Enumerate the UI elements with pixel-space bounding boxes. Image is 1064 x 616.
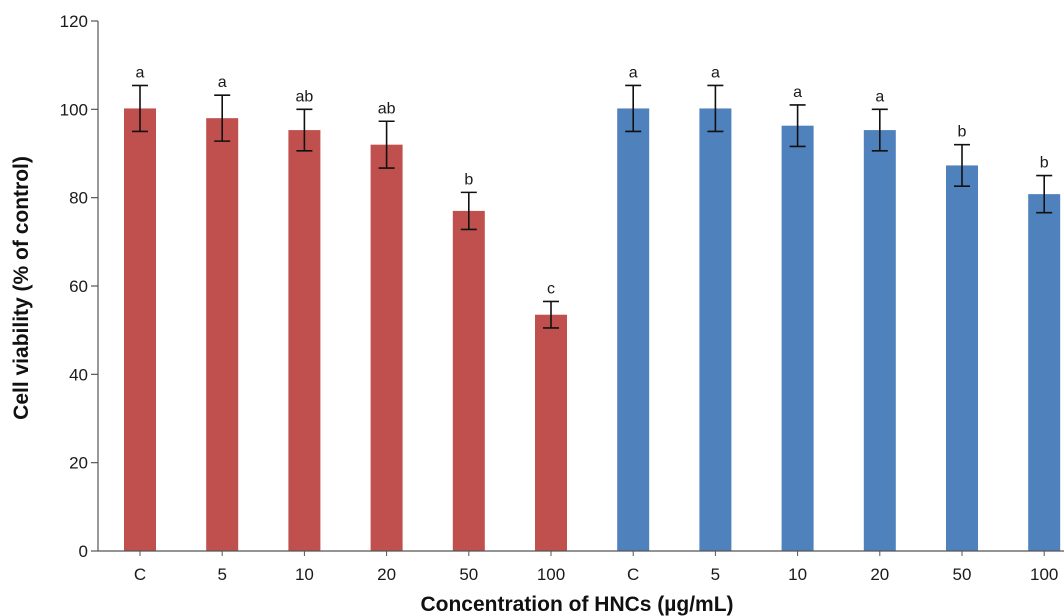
x-tick-label: 50 xyxy=(459,565,478,584)
significance-letter: a xyxy=(793,84,802,101)
bar xyxy=(370,144,403,551)
bar xyxy=(863,130,896,551)
bar xyxy=(946,165,978,552)
bar xyxy=(781,125,814,552)
bar xyxy=(617,108,650,551)
significance-letter: ab xyxy=(296,88,314,105)
significance-letter: a xyxy=(711,64,720,81)
bar xyxy=(124,108,156,551)
x-tick-label: C xyxy=(627,565,639,584)
y-tick-label: 100 xyxy=(60,100,88,119)
significance-letter: c xyxy=(547,280,555,297)
y-tick-label: 0 xyxy=(79,542,88,561)
significance-letter: ab xyxy=(378,100,396,117)
y-tick-label: 80 xyxy=(69,189,88,208)
bar xyxy=(288,130,321,551)
significance-letter: a xyxy=(218,74,227,91)
significance-letter: a xyxy=(875,88,884,105)
y-axis-title: Cell viability (% of control) xyxy=(10,156,33,420)
bar xyxy=(699,108,732,551)
x-tick-label: 20 xyxy=(870,565,889,584)
bar xyxy=(535,314,567,551)
x-tick-label: 5 xyxy=(217,565,226,584)
y-axis: 0 20 40 60 80 100 120 xyxy=(60,12,99,561)
significance-letter: b xyxy=(464,171,473,188)
significance-letter: a xyxy=(136,64,145,81)
x-axis-title: Concentration of HNCs (µg/mL) xyxy=(420,593,733,616)
y-tick-label: 120 xyxy=(60,12,88,31)
y-tick-label: 60 xyxy=(69,277,88,296)
x-tick-label: 10 xyxy=(788,565,807,584)
y-tick-label: 20 xyxy=(69,454,88,473)
bar xyxy=(452,210,485,551)
significance-letter: a xyxy=(629,64,638,81)
x-tick-label: C xyxy=(134,565,146,584)
x-tick-label: 100 xyxy=(537,565,565,584)
significance-letter: b xyxy=(958,124,967,141)
y-tick-label: 40 xyxy=(69,365,88,384)
x-tick-label: 50 xyxy=(953,565,972,584)
x-tick-label: 5 xyxy=(711,565,720,584)
significance-letter: b xyxy=(1040,155,1049,172)
x-tick-label: 20 xyxy=(377,565,396,584)
x-tick-label: 10 xyxy=(295,565,314,584)
bar xyxy=(206,118,239,552)
x-axis: C 5 10 20 50 100 C 5 10 20 50 100 xyxy=(98,550,1064,584)
x-tick-label: 100 xyxy=(1030,565,1058,584)
bar xyxy=(1028,194,1061,551)
